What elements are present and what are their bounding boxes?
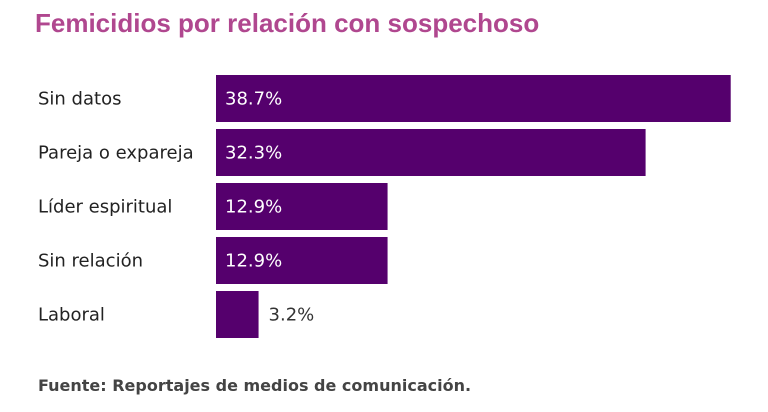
source-note: Fuente: Reportajes de medios de comunica… (38, 376, 472, 395)
value-label-4: 3.2% (269, 305, 315, 326)
category-label-4: Laboral (38, 305, 105, 326)
value-label-0: 38.7% (225, 89, 282, 110)
category-label-3: Sin relación (38, 251, 143, 272)
category-label-0: Sin datos (38, 89, 121, 110)
chart-title: Femicidios por relación con sospechoso (35, 8, 540, 38)
value-label-1: 32.3% (225, 143, 282, 164)
category-label-2: Líder espiritual (38, 197, 172, 218)
value-label-2: 12.9% (225, 197, 282, 218)
bar-4 (216, 291, 259, 338)
bar-2 (216, 183, 388, 230)
bar-1 (216, 129, 646, 176)
category-label-1: Pareja o expareja (38, 143, 194, 164)
bar-3 (216, 237, 388, 284)
value-label-3: 12.9% (225, 251, 282, 272)
bar-0 (216, 75, 731, 122)
